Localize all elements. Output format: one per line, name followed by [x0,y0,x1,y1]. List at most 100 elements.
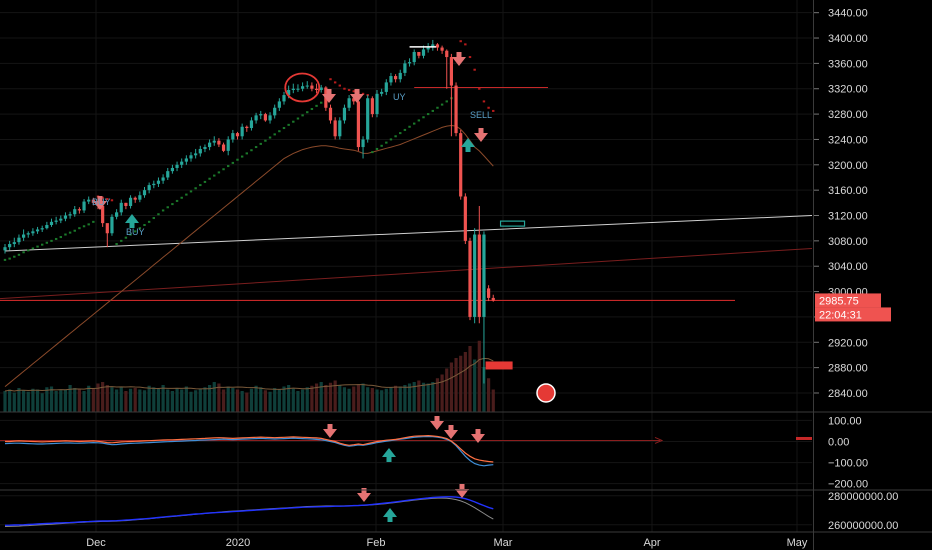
oscillator-pane[interactable] [0,416,812,467]
volume-bar [156,388,161,412]
volume-bar [473,359,477,412]
signal-down-arrow [456,52,462,57]
oscillator-tick-label: −200.00 [828,479,868,491]
volume-bar [361,383,365,412]
stop-up-dot [306,111,309,114]
stop-up-dot [227,165,230,168]
candle-body [40,228,44,230]
time-tick-label: Feb [367,537,386,549]
candle-body [105,223,109,234]
oscillator-tick-label: 0.00 [828,437,849,449]
stop-up-dot [134,230,137,233]
candle-body [347,98,351,108]
candle-body [394,76,398,80]
volume-bar [73,388,77,412]
volume-bar [482,367,486,412]
candle-body [249,120,254,129]
cumulative-pane[interactable] [4,484,494,527]
price-tick-label: 3360.00 [828,58,868,70]
volume-bar [31,388,35,412]
time-tick-label: May [787,537,808,549]
stop-up-dot [185,193,188,196]
price-axis[interactable]: 3440.00 3400.00 3360.00 3320.00 3280.00 3240.… [814,8,868,400]
candle-body [175,164,179,168]
volume-bar [468,346,472,412]
stop-down-dot [329,78,332,81]
volume-bar [119,386,123,412]
volume-bar [128,388,133,412]
candle-body [277,101,281,108]
ema-line [4,124,494,387]
time-axis[interactable]: Dec 2020 Feb Mar Apr May [86,537,808,549]
oscillator-axis[interactable]: 100.00 0.00 −100.00 −200.00 [828,415,868,490]
volume-bar [235,389,240,412]
stop-up-dot [166,206,169,209]
signal-down-arrow [350,94,364,103]
oscillator-tick-label: −100.00 [828,458,868,470]
volume-bar [352,386,356,412]
candle-body [115,212,119,217]
stop-up-dot [147,220,151,223]
candle-body [54,220,58,222]
stop-up-dot [36,245,39,248]
candle-body [82,201,86,211]
signal-label: BUY [126,227,145,237]
signal-up-arrow [387,517,393,522]
volume-bar [226,386,230,412]
cumulative-axis[interactable]: 280000000.00 260000000.00 [828,491,898,532]
stop-up-dot [157,213,160,216]
candle-body [273,107,277,116]
volume-bar [180,389,184,412]
candle-body [314,88,319,91]
candle-body [189,155,193,159]
candle-body [119,202,123,213]
stop-down-dot [482,100,486,103]
stop-up-dot [129,233,132,236]
candle-body [412,51,416,63]
stop-up-dot [240,155,244,158]
price-tick-label: 3120.00 [828,211,868,223]
stop-up-dot [431,109,434,112]
volume-bar [301,389,305,412]
signal-down-arrow [471,434,485,443]
stop-up-dot [8,257,11,260]
stop-down-dot [459,40,462,43]
price-tick-label: 3200.00 [828,160,868,172]
price-tick-label: 3400.00 [828,33,868,45]
volume-bar [17,388,21,412]
stop-up-dot [124,236,128,239]
volume-bar [347,388,351,412]
candle-body [440,47,444,51]
candle-body [198,148,202,154]
signal-down-arrow [326,89,332,94]
volume-bar [161,385,165,412]
candle-body [245,126,249,129]
candle-body [473,234,477,317]
stop-up-dot [254,146,258,149]
candle-body [217,140,221,145]
signal-up-arrow [125,214,139,223]
candle-body [87,199,91,202]
signal-down-arrow [452,57,466,66]
price-tick-label: 2880.00 [828,363,868,375]
volume-bar [435,378,440,412]
candle-body [352,98,356,102]
volume-bar [356,384,360,412]
stop-box [485,361,513,370]
highlight-circle [284,72,321,103]
candle-body [407,62,412,64]
stop-down-dot [487,106,490,109]
time-tick-label: Mar [494,537,513,549]
volume-bar [147,385,151,412]
stop-up-dot [371,151,374,154]
oscillator-tick-label: 100.00 [828,415,862,427]
price-pane[interactable]: BUY BUY UY SELL [0,39,813,412]
stop-up-dot [180,196,183,199]
stop-up-dot [208,177,211,180]
candle-body [380,91,384,94]
volume-bar [138,389,142,412]
price-tick-label: 3280.00 [828,109,868,121]
candle-body [35,229,40,232]
